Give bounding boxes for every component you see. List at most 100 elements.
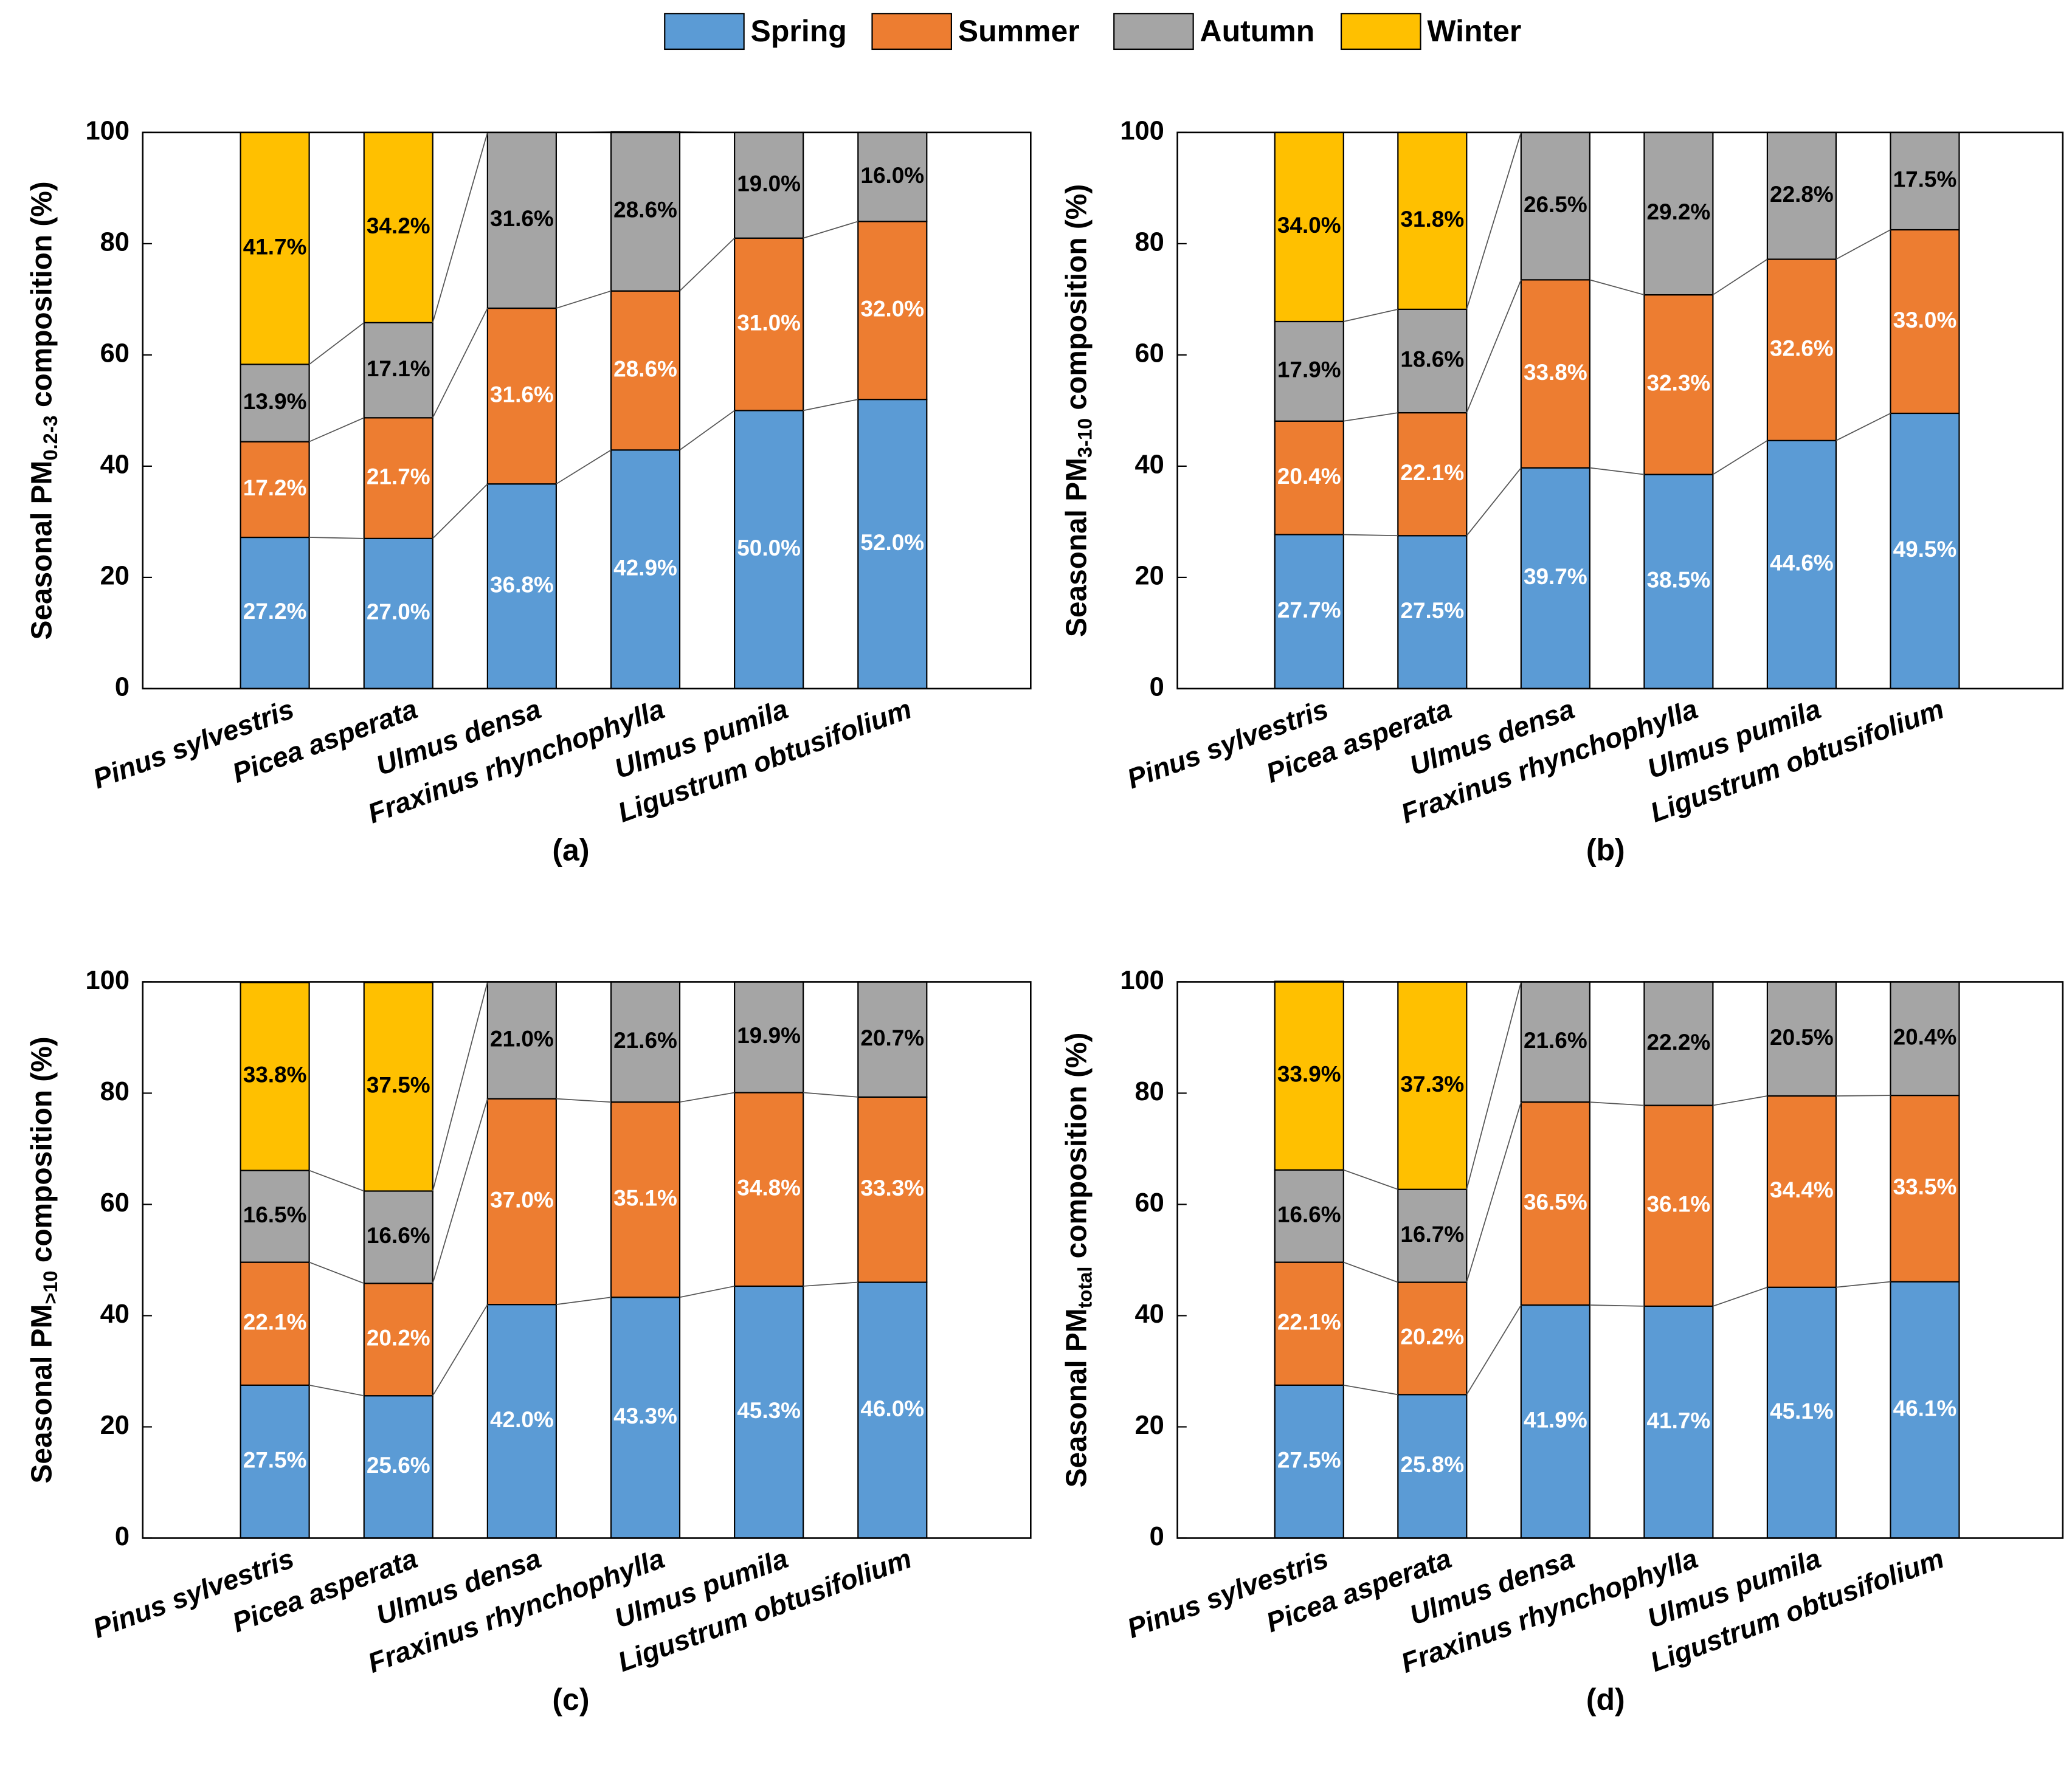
connector xyxy=(432,1098,488,1284)
bar-segment xyxy=(1274,980,1344,1171)
y-label-prefix: Seasonal PM xyxy=(26,461,58,640)
connector xyxy=(1466,280,1522,413)
data-label: 16.7% xyxy=(1400,1222,1464,1247)
data-label: 33.5% xyxy=(1893,1174,1957,1199)
data-label: 21.7% xyxy=(367,464,430,489)
connector xyxy=(1712,440,1768,475)
bar-segment xyxy=(1274,131,1344,323)
data-label: 50.0% xyxy=(737,536,801,560)
legend-swatch xyxy=(1113,13,1194,50)
data-label: 32.0% xyxy=(860,296,924,321)
bar-segment xyxy=(1520,131,1590,281)
data-label: 36.8% xyxy=(490,572,554,597)
data-label: 37.3% xyxy=(1400,1072,1464,1097)
data-label: 42.9% xyxy=(613,555,677,580)
data-label: 52.0% xyxy=(860,530,924,555)
connector xyxy=(309,1169,365,1192)
connector xyxy=(309,322,365,365)
bar-segment xyxy=(363,537,433,689)
connector xyxy=(1589,1304,1645,1307)
legend-swatch xyxy=(664,13,745,50)
y-label-suffix: composition (%) xyxy=(26,181,58,415)
y-tick-label: 0 xyxy=(1150,1522,1164,1551)
data-label: 21.6% xyxy=(1524,1028,1587,1053)
connector xyxy=(1712,258,1768,295)
y-tick-label: 20 xyxy=(100,1411,130,1440)
connector xyxy=(1835,229,1891,260)
data-label: 18.6% xyxy=(1400,347,1464,372)
y-label-prefix: Seasonal PM xyxy=(1060,458,1093,637)
plot-frame xyxy=(142,131,1032,690)
y-tick-label: 60 xyxy=(1134,339,1164,368)
connector xyxy=(803,1281,858,1287)
panel-label: (b) xyxy=(1586,833,1625,867)
panel-label: (a) xyxy=(552,833,589,867)
bar-segment xyxy=(734,1285,804,1539)
connector xyxy=(679,1092,735,1103)
bar-segment xyxy=(486,131,557,309)
bar-segment xyxy=(734,981,804,1094)
data-label: 33.3% xyxy=(860,1176,924,1200)
bar-segment xyxy=(610,449,681,689)
x-tick-label: Pinus sylvestris xyxy=(1123,1543,1332,1644)
y-tick-label: 60 xyxy=(1134,1188,1164,1218)
connector xyxy=(1713,1095,1768,1106)
data-label: 36.1% xyxy=(1647,1191,1711,1216)
bar-segment xyxy=(1890,1281,1960,1539)
legend-label: Winter xyxy=(1427,14,1521,48)
y-label-subscript: 0.2-3 xyxy=(38,415,61,460)
plot-frame xyxy=(1176,981,2064,1539)
y-tick-label: 80 xyxy=(100,227,130,257)
connector xyxy=(309,537,364,539)
connector xyxy=(432,982,488,1191)
plot-frame xyxy=(142,981,1032,1539)
y-label-suffix: composition (%) xyxy=(26,1036,58,1270)
y-label-prefix: Seasonal PM xyxy=(1060,1308,1093,1487)
connector xyxy=(556,1297,612,1306)
y-tick-label: 100 xyxy=(85,966,130,995)
connector xyxy=(803,1092,858,1098)
data-label: 20.2% xyxy=(367,1326,430,1351)
y-tick-label: 0 xyxy=(115,672,130,701)
y-label-subscript: total xyxy=(1073,1267,1096,1309)
connector xyxy=(1713,1286,1768,1307)
y-axis-label: Seasonal PM0.2-3 composition (%) xyxy=(26,181,61,639)
data-label: 46.1% xyxy=(1893,1396,1957,1421)
bar-segment xyxy=(1643,1104,1714,1307)
data-label: 16.6% xyxy=(367,1223,430,1248)
bar-segment xyxy=(857,981,928,1098)
connector xyxy=(1466,982,1522,1190)
data-label: 32.6% xyxy=(1770,336,1834,360)
data-label: 17.5% xyxy=(1893,167,1957,192)
bar-segment xyxy=(1397,1281,1468,1396)
bar-segment xyxy=(610,981,681,1103)
bar-segment xyxy=(1397,1394,1468,1539)
bar-segment xyxy=(240,1261,310,1386)
bar-segment xyxy=(1274,1261,1344,1386)
y-tick-label: 40 xyxy=(100,450,130,479)
bar-segment xyxy=(1643,294,1714,475)
data-label: 31.8% xyxy=(1400,207,1464,232)
connector xyxy=(556,1098,612,1103)
connector xyxy=(556,449,612,484)
data-label: 20.2% xyxy=(1400,1324,1464,1349)
bar-segment xyxy=(734,410,804,689)
bar-segment xyxy=(1643,474,1714,690)
connector xyxy=(432,1304,488,1396)
bar-segment xyxy=(857,1096,928,1283)
y-tick-label: 0 xyxy=(115,1522,130,1551)
connector xyxy=(556,290,612,309)
y-axis-label: Seasonal PM3-10 composition (%) xyxy=(1060,184,1096,637)
data-label: 39.7% xyxy=(1524,564,1587,589)
data-label: 34.2% xyxy=(367,213,430,238)
data-label: 41.7% xyxy=(243,234,307,259)
data-label: 49.5% xyxy=(1893,537,1957,562)
data-label: 13.9% xyxy=(243,389,307,414)
connector xyxy=(1466,467,1522,536)
data-label: 33.8% xyxy=(243,1063,307,1087)
data-label: 37.5% xyxy=(367,1073,430,1098)
bar-segment xyxy=(857,221,928,401)
connector xyxy=(803,399,858,412)
bar-segment xyxy=(240,363,310,443)
data-label: 20.7% xyxy=(860,1025,924,1050)
